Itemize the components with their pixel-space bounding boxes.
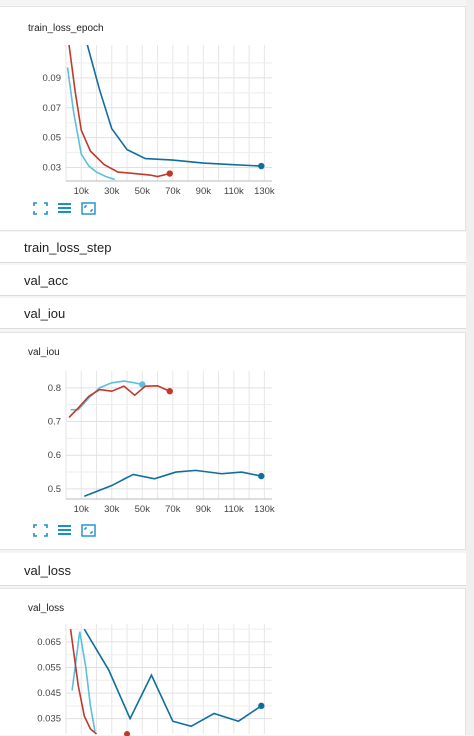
x-tick-label: 10k bbox=[74, 504, 90, 515]
series-end-point-2 bbox=[258, 162, 265, 170]
x-tick-label: 130k bbox=[254, 186, 275, 197]
series-end-point-2 bbox=[258, 702, 265, 710]
section-train-loss-step[interactable]: train_loss_step bbox=[0, 232, 466, 263]
series-end-point-0 bbox=[139, 381, 146, 388]
section-title: val_acc bbox=[24, 273, 69, 288]
y-tick-label: 0.09 bbox=[43, 73, 62, 84]
x-tick-label: 50k bbox=[135, 504, 151, 515]
chart-title: val_loss bbox=[28, 603, 65, 614]
series-line-0 bbox=[70, 380, 143, 411]
series-line-1 bbox=[68, 44, 170, 178]
train-loss-epoch-chart[interactable]: 0.03 0.05 0.07 0.09 10k 30k 50k 70k 90k 110k 130k bbox=[0, 35, 466, 225]
x-tick-label: 90k bbox=[196, 186, 212, 197]
plot-area bbox=[69, 628, 265, 736]
chart-card-train-loss-epoch: train_loss_epoch 0.03 0.05 0.07 0.09 10k 30k 5… bbox=[0, 6, 466, 231]
plot-area bbox=[68, 380, 265, 498]
y-tick-label: 0.03 bbox=[43, 163, 62, 174]
x-tick-label: 50k bbox=[135, 186, 151, 197]
y-tick-label: 0.7 bbox=[48, 417, 61, 428]
series-end-point-1 bbox=[166, 170, 173, 177]
x-tick-label: 10k bbox=[74, 186, 90, 197]
series-end-point-1 bbox=[166, 388, 173, 395]
section-val-acc[interactable]: val_acc bbox=[0, 265, 466, 296]
data-table-icon[interactable] bbox=[57, 524, 72, 537]
series-line-2 bbox=[86, 44, 262, 167]
scrollbar[interactable] bbox=[466, 0, 474, 735]
x-tick-label: 70k bbox=[165, 186, 181, 197]
series-line-2 bbox=[84, 469, 262, 498]
expand-icon[interactable] bbox=[81, 202, 96, 215]
chart-toolbar bbox=[33, 202, 96, 215]
series-line-0 bbox=[66, 67, 116, 181]
y-tick-label: 0.055 bbox=[37, 662, 61, 673]
y-tick-label: 0.035 bbox=[37, 714, 61, 725]
x-tick-label: 130k bbox=[254, 504, 275, 515]
fit-domain-icon[interactable] bbox=[33, 202, 48, 215]
y-tick-label: 0.065 bbox=[37, 637, 61, 648]
series-line-1 bbox=[69, 629, 98, 735]
x-tick-label: 110k bbox=[224, 186, 244, 197]
x-tick-label: 30k bbox=[104, 186, 120, 197]
series-line-1 bbox=[68, 385, 171, 419]
chart-title: val_iou bbox=[28, 347, 60, 358]
series-end-point-2 bbox=[258, 472, 265, 480]
section-val-loss[interactable]: val_loss bbox=[0, 553, 466, 586]
chart-card-val-loss: val_loss 0.035 0.045 0.055 0.065 bbox=[0, 588, 466, 736]
fit-domain-icon[interactable] bbox=[33, 524, 48, 537]
y-tick-label: 0.05 bbox=[43, 133, 62, 144]
y-tick-label: 0.8 bbox=[48, 383, 61, 394]
series-line-0 bbox=[71, 631, 96, 732]
y-tick-label: 0.07 bbox=[43, 103, 62, 114]
section-val-iou[interactable]: val_iou bbox=[0, 298, 466, 329]
y-tick-label: 0.045 bbox=[37, 688, 61, 699]
val-loss-chart[interactable]: 0.035 0.045 0.055 0.065 bbox=[0, 616, 466, 736]
section-title: train_loss_step bbox=[24, 240, 112, 255]
x-tick-label: 110k bbox=[224, 504, 244, 515]
chart-title: train_loss_epoch bbox=[28, 23, 104, 34]
chart-toolbar bbox=[33, 524, 96, 537]
x-tick-label: 70k bbox=[165, 504, 181, 515]
val-iou-chart[interactable]: 0.5 0.6 0.7 0.8 10k 30k 50k 70k 90k 110k 130k bbox=[0, 361, 466, 551]
chart-card-val-iou: val_iou 0.5 0.6 0.7 0.8 10k 30k 50k 70k 90k 110k 1… bbox=[0, 332, 466, 550]
section-title: val_loss bbox=[24, 563, 71, 578]
x-tick-label: 90k bbox=[196, 504, 212, 515]
data-table-icon[interactable] bbox=[57, 202, 72, 215]
expand-icon[interactable] bbox=[81, 524, 96, 537]
x-tick-label: 30k bbox=[104, 504, 120, 515]
section-title: val_iou bbox=[24, 306, 66, 321]
series-line-2 bbox=[83, 628, 262, 728]
y-tick-label: 0.5 bbox=[48, 484, 61, 495]
series-end-point bbox=[124, 731, 131, 736]
y-tick-label: 0.6 bbox=[48, 450, 61, 461]
plot-area bbox=[66, 44, 265, 181]
